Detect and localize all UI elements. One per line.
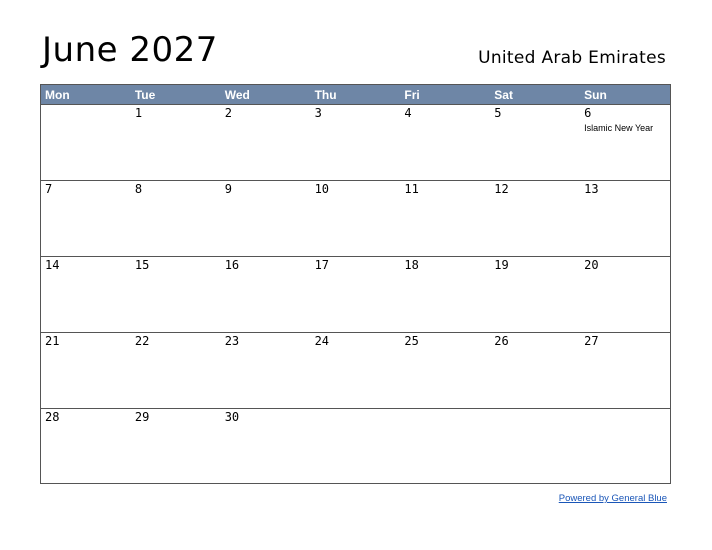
week-row: 28 29 30 [41, 409, 670, 486]
day-cell: 28 [41, 409, 131, 486]
day-number: 25 [404, 334, 419, 348]
day-number: 17 [314, 258, 330, 272]
day-number: 18 [404, 258, 419, 272]
day-number: 28 [45, 410, 60, 424]
day-cell: 27 [580, 333, 670, 408]
weekday-thu: Thu [314, 88, 337, 102]
day-cell: 17 [311, 257, 401, 332]
week-row: 1 2 3 4 5 6 Islamic New Year [41, 105, 670, 181]
day-number: 8 [134, 182, 143, 196]
day-number: 4 [404, 106, 412, 120]
day-cell: 30 [221, 409, 311, 486]
day-cell [400, 409, 490, 486]
day-cell [311, 409, 401, 486]
day-cell: 18 [400, 257, 490, 332]
day-number: 3 [314, 106, 322, 120]
powered-by-link[interactable]: Powered by General Blue [558, 493, 667, 504]
day-cell: 19 [490, 257, 580, 332]
day-cell [41, 105, 131, 180]
day-cell: 5 [490, 105, 580, 180]
day-number: 11 [404, 182, 419, 196]
day-cell: 22 [131, 333, 221, 408]
day-number: 21 [45, 334, 60, 348]
day-number: 14 [45, 258, 60, 272]
day-cell [580, 409, 670, 486]
day-cell: 29 [131, 409, 221, 486]
day-number: 1 [134, 106, 143, 120]
day-cell: 6 Islamic New Year [580, 105, 670, 180]
day-number: 23 [224, 334, 240, 348]
day-number: 27 [584, 334, 599, 348]
day-number: 15 [134, 258, 150, 272]
week-row: 21 22 23 24 25 26 27 [41, 333, 670, 409]
day-number: 10 [314, 182, 330, 196]
day-number: 26 [494, 334, 509, 348]
day-cell: 26 [490, 333, 580, 408]
day-cell: 7 [41, 181, 131, 256]
day-cell: 15 [131, 257, 221, 332]
day-cell: 24 [311, 333, 401, 408]
weeks-container: 1 2 3 4 5 6 Islamic New Year 7 8 9 10 11 12 13 14 15 16 1… [41, 105, 670, 486]
day-cell: 11 [400, 181, 490, 256]
day-cell [490, 409, 580, 486]
day-number: 9 [224, 182, 232, 196]
day-cell: 10 [311, 181, 401, 256]
page-title: June 2027 [42, 30, 218, 70]
weekday-wed: Wed [224, 88, 250, 102]
day-number: 20 [584, 258, 599, 272]
day-cell: 14 [41, 257, 131, 332]
weekday-sat: Sat [494, 88, 513, 102]
day-number: 5 [494, 106, 502, 120]
day-number: 24 [314, 334, 330, 348]
day-number: 2 [224, 106, 232, 120]
country-label: United Arab Emirates [478, 48, 666, 68]
holiday-label: Islamic New Year [584, 123, 654, 133]
day-cell: 1 [131, 105, 221, 180]
day-cell: 20 [580, 257, 670, 332]
day-cell: 13 [580, 181, 670, 256]
day-cell: 3 [311, 105, 401, 180]
day-number: 7 [45, 182, 53, 196]
week-row: 7 8 9 10 11 12 13 [41, 181, 670, 257]
day-number: 6 [584, 106, 592, 120]
weekday-fri: Fri [404, 88, 420, 102]
weekday-header: Mon Tue Wed Thu Fri Sat Sun [41, 85, 670, 105]
day-number: 16 [224, 258, 240, 272]
day-cell: 8 [131, 181, 221, 256]
day-number: 12 [494, 182, 509, 196]
weekday-sun: Sun [584, 88, 607, 102]
weekday-tue: Tue [134, 88, 156, 102]
day-number: 22 [134, 334, 150, 348]
day-cell: 25 [400, 333, 490, 408]
day-cell: 4 [400, 105, 490, 180]
day-number: 13 [584, 182, 599, 196]
day-cell: 2 [221, 105, 311, 180]
day-cell: 21 [41, 333, 131, 408]
day-cell: 16 [221, 257, 311, 332]
day-number: 19 [494, 258, 509, 272]
week-row: 14 15 16 17 18 19 20 [41, 257, 670, 333]
day-number: 30 [224, 410, 240, 424]
weekday-mon: Mon [45, 88, 70, 102]
day-cell: 12 [490, 181, 580, 256]
day-cell: 23 [221, 333, 311, 408]
calendar-grid: Mon Tue Wed Thu Fri Sat Sun 1 2 3 4 5 6 Islami… [40, 84, 671, 484]
day-cell: 9 [221, 181, 311, 256]
day-number: 29 [134, 410, 150, 424]
